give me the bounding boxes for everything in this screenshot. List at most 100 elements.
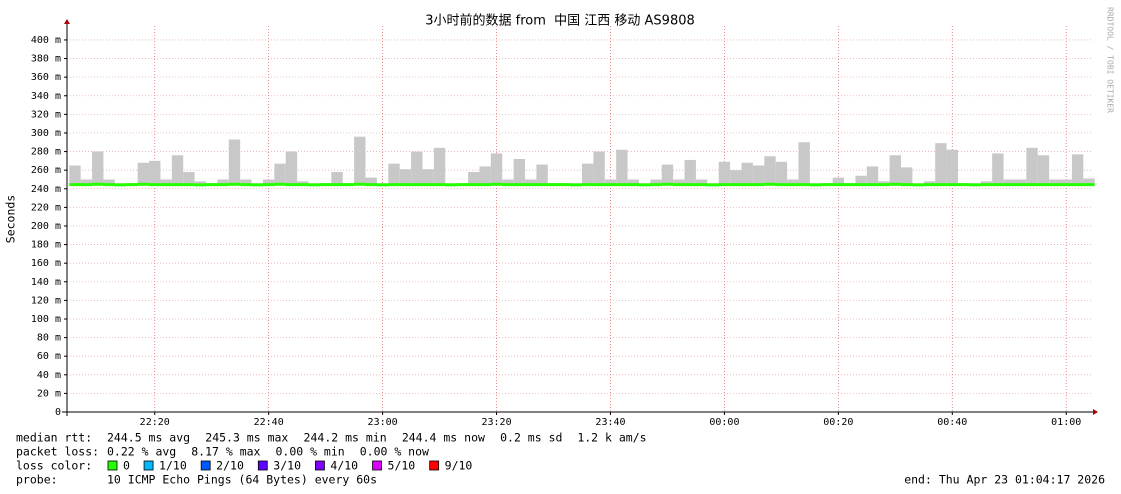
smoke-bar	[718, 161, 731, 185]
x-tick-label: 23:40	[595, 417, 625, 428]
smoke-bar	[604, 179, 617, 185]
smoke-bar	[1071, 154, 1084, 185]
stats-item: 0.2 ms sd	[500, 431, 562, 445]
stats-item: 244.2 ms min	[304, 431, 387, 445]
smoke-bar	[80, 179, 93, 185]
loss-legend-entry: 0	[123, 459, 130, 473]
y-tick-label: 0	[55, 407, 61, 418]
y-tick-label: 140 m	[31, 277, 61, 288]
smoke-bar	[752, 165, 765, 185]
smoke-bar	[354, 136, 366, 185]
smoke-bar	[695, 179, 708, 185]
loss-swatch	[257, 460, 268, 471]
smoke-bar	[901, 167, 913, 185]
y-tick-label: 220 m	[31, 202, 61, 213]
x-tick-label: 00:00	[709, 417, 739, 428]
smoke-bar	[855, 175, 867, 185]
loss-swatch	[143, 460, 154, 471]
smoke-bar	[285, 151, 298, 185]
y-tick-label: 200 m	[31, 221, 61, 232]
stats-item: 245.3 ms max	[205, 431, 288, 445]
loss-legend-entry: 9/10	[445, 459, 473, 473]
smoke-bar	[490, 153, 503, 185]
y-tick-label: 400 m	[31, 35, 61, 46]
stats-item: 244.4 ms now	[402, 431, 485, 445]
stats-item: 0.00 % min	[275, 445, 344, 459]
smoke-bar	[775, 161, 788, 185]
y-tick-label: 320 m	[31, 109, 61, 120]
smoke-bar	[183, 172, 195, 185]
loss-swatch	[107, 460, 118, 471]
smoke-bar	[878, 181, 890, 185]
smoke-bar	[479, 166, 491, 185]
smoke-bar	[422, 169, 434, 185]
x-tick-label: 01:00	[1051, 417, 1081, 428]
smoke-bar	[525, 179, 537, 185]
loss-swatch	[200, 460, 211, 471]
smoke-bar	[411, 151, 423, 185]
smoke-bar	[741, 162, 753, 185]
smoke-bar	[217, 179, 229, 185]
chart-title: 3小时前的数据 from 中国 江西 移动 AS9808	[425, 13, 695, 29]
y-tick-label: 20 m	[37, 388, 61, 399]
stats-item: 0.00 % now	[360, 445, 429, 459]
y-tick-label: 60 m	[37, 351, 61, 362]
smoke-bar	[160, 179, 172, 185]
loss-swatch	[372, 460, 382, 471]
stats-item: 244.5 ms avg	[107, 431, 190, 445]
y-tick-label: 120 m	[31, 295, 61, 306]
smoke-bar	[889, 155, 902, 185]
smoke-bar	[980, 181, 993, 185]
smoke-bar	[1060, 179, 1072, 185]
y-tick-label: 180 m	[31, 240, 61, 251]
smoke-bar	[787, 179, 799, 185]
smoke-bar	[536, 164, 548, 185]
smoke-bar	[388, 163, 400, 185]
stats-label: packet loss:	[16, 445, 99, 459]
smoke-bar	[1003, 179, 1015, 185]
y-tick-label: 300 m	[31, 128, 61, 139]
y-tick-label: 260 m	[31, 165, 61, 176]
median-line	[69, 182, 1095, 187]
stats-item: 1.2 k am/s	[577, 431, 646, 445]
smoke-bar	[650, 179, 662, 185]
smoke-bar	[764, 156, 776, 185]
smoke-bar	[171, 155, 184, 185]
smoke-bar	[103, 179, 115, 185]
smoke-bar	[297, 181, 309, 185]
smoke-bar	[593, 151, 605, 185]
smoke-bar	[684, 159, 696, 185]
loss-swatch	[429, 460, 440, 471]
smoke-bar	[240, 179, 252, 185]
smoke-bar	[1037, 155, 1050, 185]
y-tick-label: 340 m	[31, 91, 61, 102]
smoke-bar	[69, 165, 81, 185]
y-tick-label: 240 m	[31, 184, 61, 195]
x-tick-label: 23:00	[368, 417, 398, 428]
smoke-bar	[468, 172, 480, 185]
y-axis-label: Seconds	[4, 195, 18, 243]
x-tick-label: 22:40	[254, 417, 284, 428]
smoke-bar	[866, 166, 879, 185]
smoke-bar	[228, 139, 241, 185]
smoke-bar	[673, 179, 685, 185]
probe-text: 10 ICMP Echo Pings (64 Bytes) every 60s	[107, 473, 377, 487]
smoke-bar	[92, 151, 104, 185]
y-tick-label: 160 m	[31, 258, 61, 269]
smoke-bar	[581, 163, 594, 185]
loss-legend-entry: 4/10	[330, 459, 358, 473]
smoke-bar	[365, 177, 377, 185]
smoke-bar	[627, 179, 639, 185]
probe-label: probe:	[16, 473, 58, 487]
smoke-bar	[433, 147, 446, 185]
x-tick-label: 00:40	[937, 417, 967, 428]
loss-legend-entry: 1/10	[159, 459, 187, 473]
x-tick-label: 23:20	[481, 417, 511, 428]
stats-item: 0.22 % avg	[107, 445, 176, 459]
x-tick-label: 00:20	[823, 417, 853, 428]
smoke-bar	[616, 149, 628, 185]
smoke-bar	[513, 159, 526, 185]
y-tick-label: 360 m	[31, 72, 61, 83]
smoke-bar	[399, 169, 412, 185]
